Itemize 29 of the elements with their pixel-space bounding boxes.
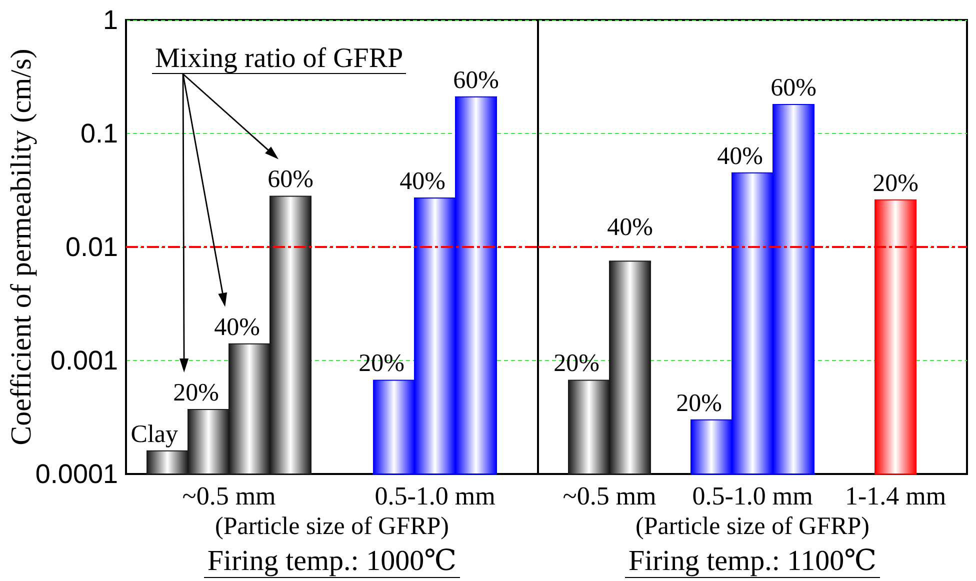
text: Firing temp.: 1100℃ xyxy=(625,545,880,578)
annotation: Mixing ratio of GFRP xyxy=(152,43,406,74)
y-tick-label: 1 xyxy=(102,5,118,35)
y-axis-title: Coefficient of permeability (cm/s) xyxy=(6,48,38,446)
series-label: 40% xyxy=(214,314,260,341)
y-tick-label: 0.0001 xyxy=(35,459,118,489)
series-label: 60% xyxy=(268,166,314,194)
x-tick-label: ~0.5 mm xyxy=(182,482,276,510)
y-tick-label: 0.01 xyxy=(65,232,118,262)
x-axis-title: (Particle size of GFRP) xyxy=(215,513,449,540)
text: 20% xyxy=(358,350,404,378)
series-label: 40% xyxy=(717,142,763,170)
text: Firing temp.: 1000℃ xyxy=(204,545,460,578)
text: 40% xyxy=(400,168,446,196)
text: 20% xyxy=(676,390,722,417)
y-tick-label: 0.1 xyxy=(80,118,118,148)
text: 40% xyxy=(607,214,653,241)
text: 20% xyxy=(872,170,918,197)
series-label: Clay xyxy=(130,420,178,448)
series-label: 20% xyxy=(554,350,600,378)
text: 60% xyxy=(453,66,499,94)
x-tick-label: ~0.5 mm xyxy=(562,482,656,510)
x-tick-label: 1-1.4 mm xyxy=(844,482,946,510)
series-label: 20% xyxy=(173,380,219,407)
x-tick-label: 0.5-1.0 mm xyxy=(374,482,496,510)
x-axis-title: (Particle size of GFRP) xyxy=(636,513,870,540)
x-tick-label: 0.5-1.0 mm xyxy=(692,482,813,510)
y-tick-label: 0.001 xyxy=(50,346,118,376)
series-label: 60% xyxy=(770,74,816,102)
